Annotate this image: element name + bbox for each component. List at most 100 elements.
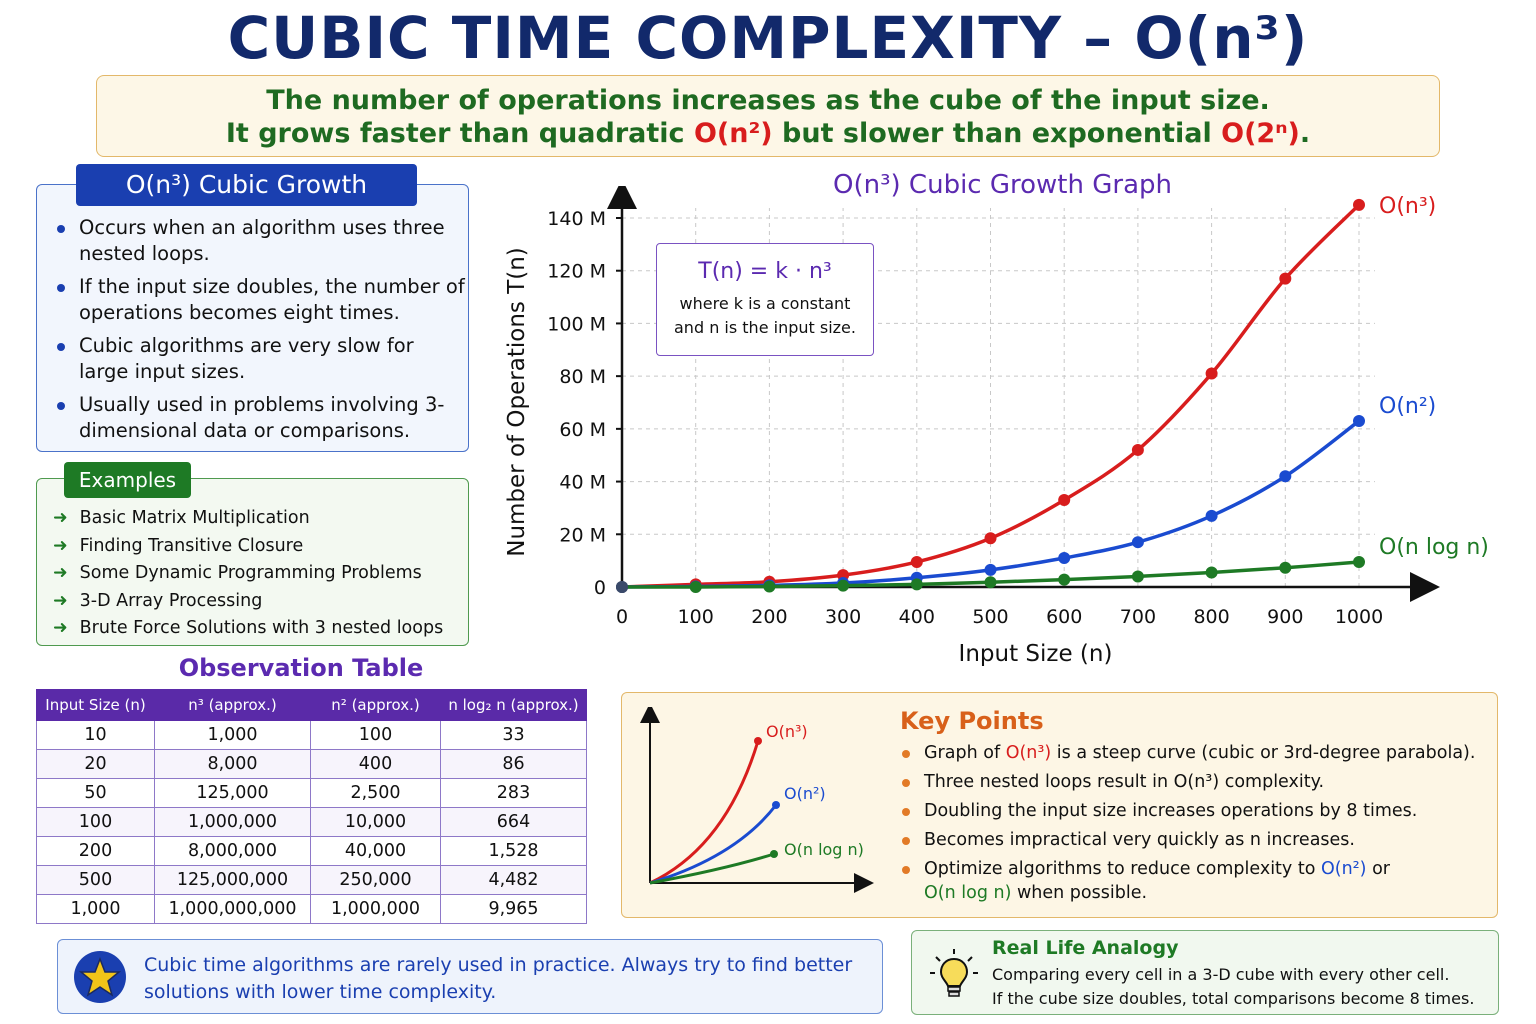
- x-tick-label: 600: [1046, 606, 1082, 628]
- data-point: [1279, 561, 1292, 574]
- table-cell: 200: [36, 836, 155, 866]
- note-line-1: Cubic time algorithms are rarely used in…: [144, 954, 853, 976]
- kp-nlogn: O(n log n): [924, 883, 1012, 903]
- data-point: [837, 579, 850, 592]
- data-point: [1353, 555, 1365, 568]
- list-item: Three nested loops result in O(n³) compl…: [902, 770, 1492, 794]
- table-cell: 1,000,000: [310, 894, 441, 924]
- data-point: [1058, 573, 1071, 586]
- y-tick-label: 100 M: [547, 313, 606, 335]
- x-tick-label: 700: [1120, 606, 1156, 628]
- table-cell: 1,528: [440, 836, 587, 866]
- table-cell: 10,000: [310, 807, 441, 837]
- table-cell: 2,500: [310, 778, 441, 808]
- real-life-analogy-panel: Real Life Analogy Comparing every cell i…: [911, 930, 1499, 1015]
- y-tick-label: 80 M: [559, 366, 606, 388]
- x-tick-label: 400: [899, 606, 935, 628]
- mini-growth-chart: O(n³) O(n²) O(n log n): [640, 707, 874, 893]
- list-item: Cubic algorithms are very slow for large…: [55, 333, 465, 385]
- arrow-right-icon: ➜: [53, 563, 68, 583]
- list-item: ➜ Brute Force Solutions with 3 nested loo…: [53, 615, 443, 643]
- data-point: [1131, 536, 1144, 549]
- growth-list: Occurs when an algorithm uses three nest…: [55, 215, 465, 451]
- data-point: [1205, 367, 1218, 380]
- mini-label-nlogn: O(n log n): [784, 840, 864, 859]
- intro-exponential: O(2ⁿ): [1221, 118, 1300, 149]
- table-cell: 125,000,000: [154, 865, 311, 895]
- y-tick-label: 20 M: [559, 524, 606, 546]
- data-point: [689, 581, 702, 593]
- series-label: O(n log n): [1379, 535, 1489, 560]
- observation-table-title: Observation Table: [178, 654, 424, 682]
- data-point: [910, 555, 923, 568]
- data-point: [1353, 198, 1365, 211]
- x-tick-label: 200: [751, 606, 787, 628]
- table-cell: 1,000,000: [154, 807, 311, 837]
- arrow-right-icon: ➜: [53, 508, 68, 528]
- series-line: [621, 203, 1361, 589]
- mini-cubic-point: [754, 737, 762, 745]
- table-header-row: Input Size (n) n³ (approx.) n² (approx.)…: [36, 689, 587, 721]
- table-cell: 10: [36, 720, 155, 750]
- column-header: Input Size (n): [36, 689, 155, 721]
- analogy-title: Real Life Analogy: [992, 937, 1179, 959]
- formula-box: T(n) = k · n³ where k is a constant and …: [656, 243, 874, 356]
- graph-title: O(n³) Cubic Growth Graph: [833, 170, 1172, 200]
- data-point: [1279, 470, 1292, 483]
- table-cell: 20: [36, 749, 155, 779]
- table-cell: 283: [440, 778, 587, 808]
- table-row: 1,000 1,000,000,000 1,000,000 9,965: [36, 894, 587, 924]
- table-row: 100 1,000,000 10,000 664: [36, 807, 587, 837]
- kp-text: Graph of: [924, 743, 1006, 763]
- analogy-line-2: If the cube size doubles, total comparis…: [992, 989, 1475, 1008]
- list-item: Becomes impractical very quickly as n in…: [902, 828, 1492, 852]
- y-tick-label: 60 M: [559, 419, 606, 441]
- star-icon: [74, 951, 126, 1003]
- analogy-text: Comparing every cell in a 3-D cube with …: [992, 963, 1474, 1011]
- list-item: Optimize algorithms to reduce complexity…: [902, 857, 1492, 905]
- column-header: n log₂ n (approx.): [440, 689, 587, 721]
- intro-text: but slower than exponential: [772, 118, 1222, 149]
- data-point: [1279, 272, 1292, 285]
- series-label: O(n³): [1379, 194, 1436, 219]
- data-point: [1131, 570, 1144, 583]
- table-cell: 50: [36, 778, 155, 808]
- intro-quadratic: O(n²): [693, 118, 773, 149]
- table-cell: 100: [310, 720, 441, 750]
- kp-text: is a steep curve (cubic or 3rd-degree pa…: [1051, 743, 1476, 763]
- mini-quadratic-curve: [649, 804, 778, 885]
- y-tick-label: 0: [594, 577, 606, 599]
- table-cell: 1,000,000,000: [154, 894, 311, 924]
- table-cell: 100: [36, 807, 155, 837]
- cubic-growth-header: O(n³) Cubic Growth: [76, 164, 417, 206]
- formula-desc-1: where k is a constant: [679, 294, 851, 313]
- table-cell: 33: [440, 720, 587, 750]
- mini-nlogn-curve: [649, 852, 775, 885]
- list-item: If the input size doubles, the number of…: [55, 274, 465, 326]
- column-header: n³ (approx.): [154, 689, 311, 721]
- kp-quadratic: O(n²): [1320, 859, 1367, 879]
- intro-line-2: It grows faster than quadratic O(n²) but…: [97, 117, 1439, 150]
- data-point: [1353, 414, 1365, 427]
- note-box: Cubic time algorithms are rarely used in…: [57, 939, 883, 1014]
- analogy-line-1: Comparing every cell in a 3-D cube with …: [992, 965, 1450, 984]
- table-row: 200 8,000,000 40,000 1,528: [36, 836, 587, 866]
- table-cell: 9,965: [440, 894, 587, 924]
- table-cell: 1,000: [154, 720, 311, 750]
- x-axis-label: Input Size (n): [959, 641, 1113, 667]
- y-tick-label: 40 M: [559, 472, 606, 494]
- arrow-right-icon: ➜: [53, 590, 68, 611]
- table-row: 20 8,000 400 86: [36, 749, 587, 779]
- x-tick-label: 1000: [1335, 606, 1383, 628]
- data-point: [1131, 443, 1144, 456]
- table-cell: 400: [310, 749, 441, 779]
- key-points-panel: O(n³) O(n²) O(n log n) Key Points Graph …: [621, 692, 1498, 918]
- table-cell: 8,000,000: [154, 836, 311, 866]
- x-tick-label: 300: [825, 606, 861, 628]
- mini-cubic-curve: [649, 740, 760, 885]
- list-item: ➜ Finding Transitive Closure: [53, 533, 443, 561]
- formula-expression: T(n) = k · n³: [698, 259, 832, 284]
- data-point: [1058, 494, 1071, 507]
- data-point: [910, 578, 923, 591]
- table-row: 50 125,000 2,500 283: [36, 778, 587, 808]
